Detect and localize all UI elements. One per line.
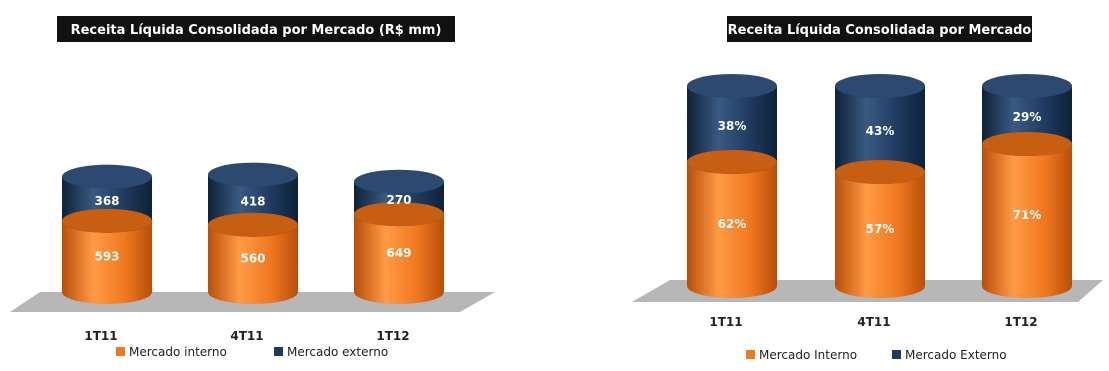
data-label-interno: 62% bbox=[718, 217, 747, 231]
segment-boundary bbox=[687, 150, 777, 174]
category-label: 4T11 bbox=[857, 315, 890, 329]
category-label: 1T12 bbox=[1004, 315, 1037, 329]
data-label-interno: 71% bbox=[1013, 208, 1042, 222]
data-label-externo: 29% bbox=[1013, 110, 1042, 124]
bar-interno-4T11 bbox=[208, 224, 298, 304]
bar-interno-1T12 bbox=[982, 144, 1072, 298]
bar-top-cap bbox=[208, 162, 298, 187]
segment-boundary bbox=[62, 208, 152, 233]
bar-interno-4T11 bbox=[835, 172, 925, 298]
segment-boundary bbox=[354, 202, 444, 227]
data-label-interno: 649 bbox=[386, 246, 411, 260]
bar-top-cap bbox=[687, 74, 777, 98]
segment-boundary bbox=[835, 160, 925, 184]
chart-title: Receita Líquida Consolidada por Mercado bbox=[728, 23, 1032, 38]
chart-title-box bbox=[727, 16, 1032, 42]
data-label-interno: 560 bbox=[240, 251, 265, 265]
bar-top-cap bbox=[62, 164, 152, 189]
data-label-externo: 418 bbox=[240, 195, 265, 209]
category-label: 1T11 bbox=[84, 329, 117, 343]
category-label: 1T11 bbox=[709, 315, 742, 329]
legend-swatch bbox=[892, 350, 901, 359]
data-label-interno: 57% bbox=[866, 222, 895, 236]
legend-swatch bbox=[274, 347, 283, 356]
bar-interno-1T11 bbox=[687, 162, 777, 298]
bar-externo-4T11 bbox=[835, 86, 925, 184]
data-label-interno: 593 bbox=[94, 249, 119, 263]
bar-top-cap bbox=[982, 74, 1072, 98]
data-label-externo: 368 bbox=[94, 194, 119, 208]
data-label-externo: 270 bbox=[386, 193, 411, 207]
segment-boundary bbox=[208, 212, 298, 237]
data-label-externo: 38% bbox=[718, 119, 747, 133]
bar-interno-1T11 bbox=[62, 220, 152, 304]
chart-panel-1: Receita Líquida Consolidada por Mercado … bbox=[10, 16, 495, 359]
legend-swatch bbox=[746, 350, 755, 359]
data-label-externo: 43% bbox=[866, 124, 895, 138]
chart-title: Receita Líquida Consolidada por Mercado … bbox=[71, 23, 442, 38]
legend-label: Mercado Interno bbox=[759, 348, 857, 362]
bar-top-cap bbox=[354, 169, 444, 194]
segment-boundary bbox=[982, 132, 1072, 156]
category-label: 1T12 bbox=[376, 329, 409, 343]
legend-label: Mercado Externo bbox=[905, 348, 1007, 362]
legend-swatch bbox=[116, 347, 125, 356]
chart-panel-2: Receita Líquida Consolidada por Mercado 6… bbox=[632, 16, 1103, 362]
bar-top-cap bbox=[835, 74, 925, 98]
bar-interno-1T12 bbox=[354, 214, 444, 304]
legend-label: Mercado interno bbox=[129, 345, 227, 359]
category-label: 4T11 bbox=[230, 329, 263, 343]
legend-label: Mercado externo bbox=[287, 345, 388, 359]
chart-title-box bbox=[57, 16, 455, 42]
